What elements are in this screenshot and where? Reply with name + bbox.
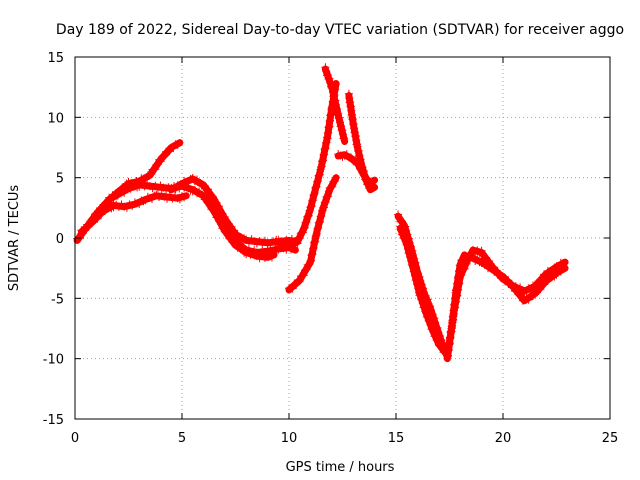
series-arc-2 [77, 190, 190, 236]
series-markers [466, 251, 567, 305]
series-arc-6 [272, 80, 340, 249]
series-markers [321, 63, 349, 143]
axis-ticks: 0 5 10 15 20 25 -15 -10 -5 0 5 10 15 [43, 51, 619, 446]
series-arc-5 [210, 200, 299, 258]
x-tick-label: 25 [602, 431, 619, 446]
grid-lines [75, 57, 610, 419]
y-tick-label: -5 [51, 292, 64, 307]
y-tick-label: 10 [47, 111, 64, 126]
series-markers [443, 246, 567, 361]
y-tick-label: 0 [56, 232, 64, 247]
x-tick-label: 10 [281, 431, 298, 446]
chart-title: Day 189 of 2022, Sidereal Day-to-day VTE… [56, 22, 624, 38]
x-axis-label: GPS time / hours [286, 460, 395, 475]
series-arc-13 [443, 246, 569, 363]
series-arc-7 [285, 174, 340, 294]
series-arc-14 [466, 251, 569, 305]
series-markers [396, 222, 448, 357]
series-arc-10 [344, 89, 379, 194]
series-line [443, 246, 569, 363]
y-tick-label: 15 [47, 51, 64, 66]
y-tick-label: 5 [56, 172, 64, 187]
series-arc-8 [321, 63, 349, 145]
data-series-layer [73, 63, 569, 363]
series-markers [210, 200, 298, 258]
x-tick-label: 0 [71, 431, 79, 446]
series-markers [77, 190, 189, 235]
series-arc-12 [396, 222, 449, 357]
x-tick-label: 20 [495, 431, 512, 446]
series-markers [272, 80, 340, 249]
y-tick-label: -10 [43, 353, 64, 368]
y-axis-label: SDTVAR / TECUs [7, 185, 22, 292]
y-tick-label: -15 [43, 413, 64, 428]
series-markers [344, 89, 377, 193]
series-markers [285, 177, 339, 293]
x-tick-label: 15 [388, 431, 405, 446]
x-tick-label: 5 [178, 431, 186, 446]
